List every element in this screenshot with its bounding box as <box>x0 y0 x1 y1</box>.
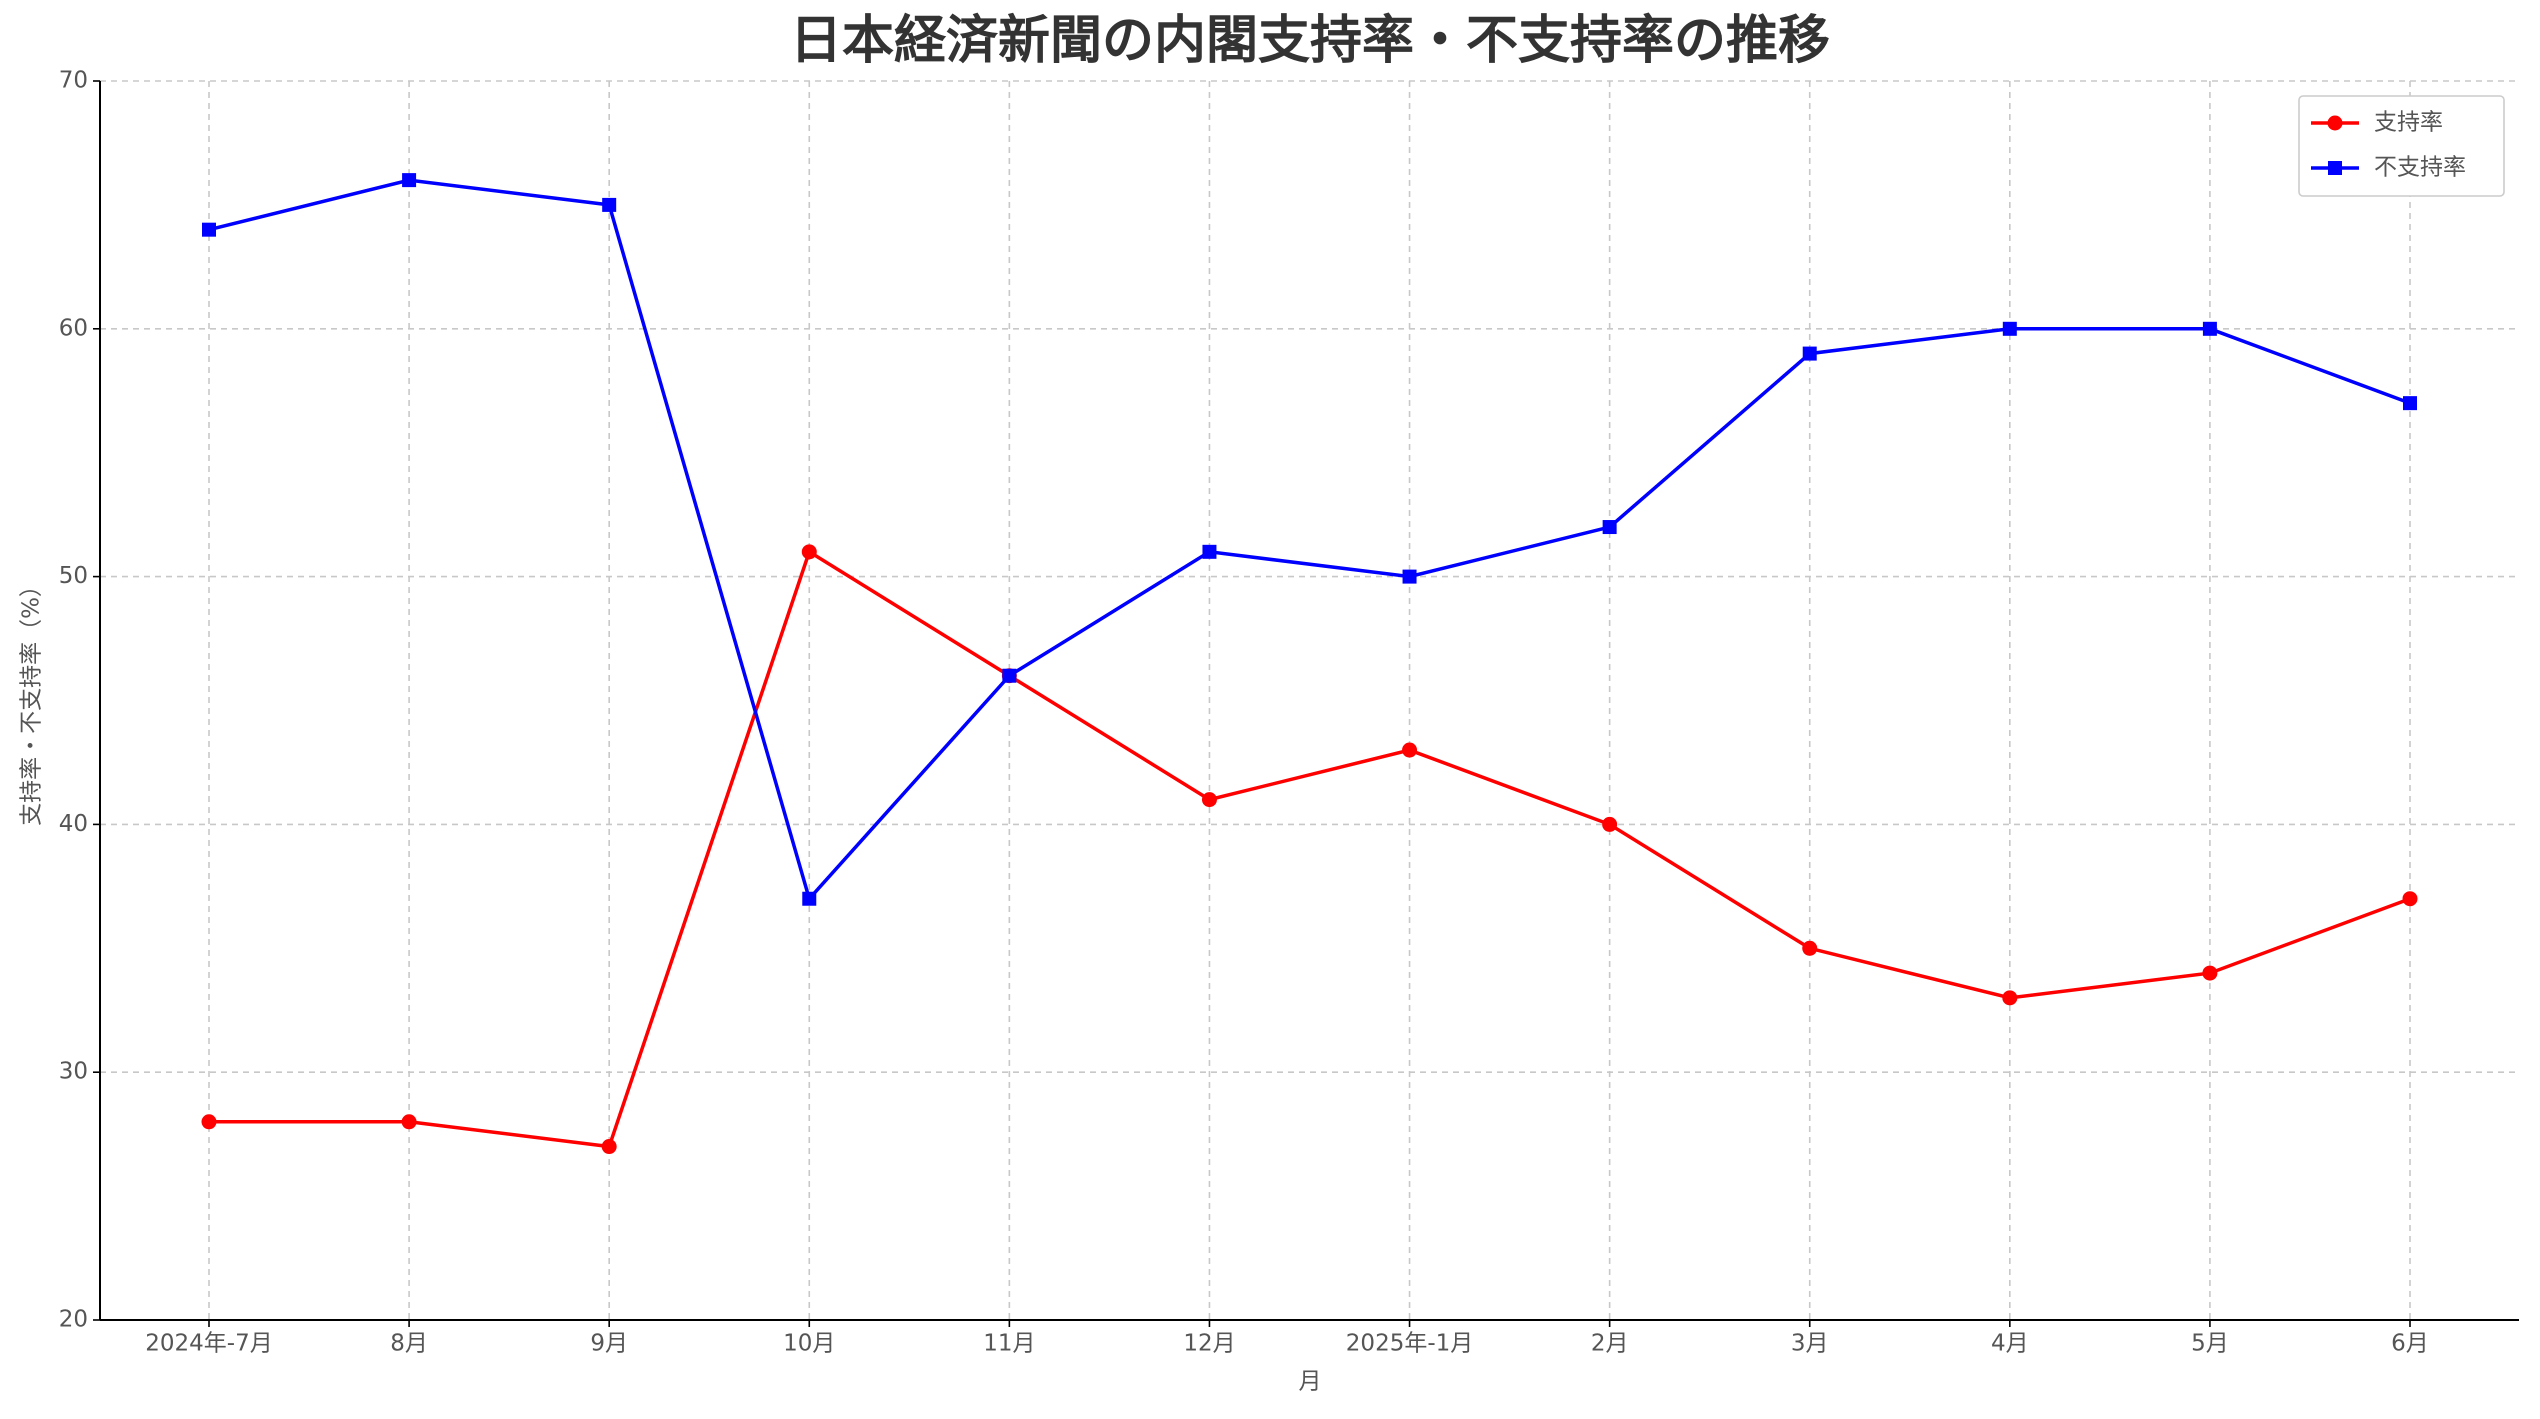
data-point <box>2402 891 2418 907</box>
x-tick-label: 4月 <box>1991 1331 2029 1357</box>
data-point <box>1402 742 1418 758</box>
x-tick-label: 9月 <box>590 1331 628 1357</box>
series-line <box>208 178 2411 903</box>
legend-marker <box>2328 161 2342 175</box>
data-point <box>1201 792 1217 808</box>
y-tick-label: 70 <box>59 68 88 94</box>
data-point <box>602 197 617 212</box>
x-tick-label: 10月 <box>783 1331 835 1357</box>
y-tick-label: 30 <box>59 1059 88 1085</box>
x-tick-label: 8月 <box>390 1331 428 1357</box>
data-point <box>2002 321 2017 336</box>
data-point <box>1002 668 1017 683</box>
y-tick-label: 20 <box>59 1307 88 1333</box>
data-point <box>201 1114 217 1130</box>
data-point <box>1602 520 1617 535</box>
x-axis-label: 月 <box>1299 1369 1322 1395</box>
x-tick-label: 2024年-7月 <box>145 1331 272 1357</box>
x-tick-label: 11月 <box>983 1331 1035 1357</box>
legend-label: 支持率 <box>2374 110 2443 136</box>
data-point <box>402 173 417 188</box>
data-point <box>2403 396 2417 411</box>
data-point <box>202 222 216 237</box>
data-point <box>802 891 817 906</box>
data-point <box>2202 965 2218 981</box>
x-tick-label: 2月 <box>1591 1331 1629 1357</box>
y-tick-label: 60 <box>59 315 88 341</box>
data-point <box>2002 990 2018 1006</box>
y-tick-label: 40 <box>59 811 88 837</box>
data-point <box>1202 544 1217 559</box>
data-point <box>1402 569 1417 584</box>
legend-box <box>2298 95 2505 197</box>
y-axis-label: 支持率・不支持率（%） <box>19 574 45 826</box>
x-tick-label: 12月 <box>1183 1331 1235 1357</box>
series-line <box>209 549 2411 1149</box>
data-point <box>601 1139 617 1155</box>
y-tick-label: 50 <box>59 563 88 589</box>
x-tick-label: 5月 <box>2191 1331 2229 1357</box>
x-tick-label: 6月 <box>2391 1331 2429 1357</box>
data-point <box>1802 346 1817 361</box>
data-point <box>1802 940 1818 956</box>
data-point <box>801 544 817 560</box>
data-point <box>401 1114 417 1130</box>
x-tick-label: 3月 <box>1791 1331 1829 1357</box>
x-tick-label: 2025年-1月 <box>1346 1331 1473 1357</box>
legend-label: 不支持率 <box>2374 155 2466 181</box>
legend-marker <box>2327 115 2343 131</box>
data-point <box>2202 321 2217 336</box>
data-point <box>1602 816 1618 832</box>
chart-title: 日本経済新聞の内閣支持率・不支持率の推移 <box>790 11 1830 71</box>
